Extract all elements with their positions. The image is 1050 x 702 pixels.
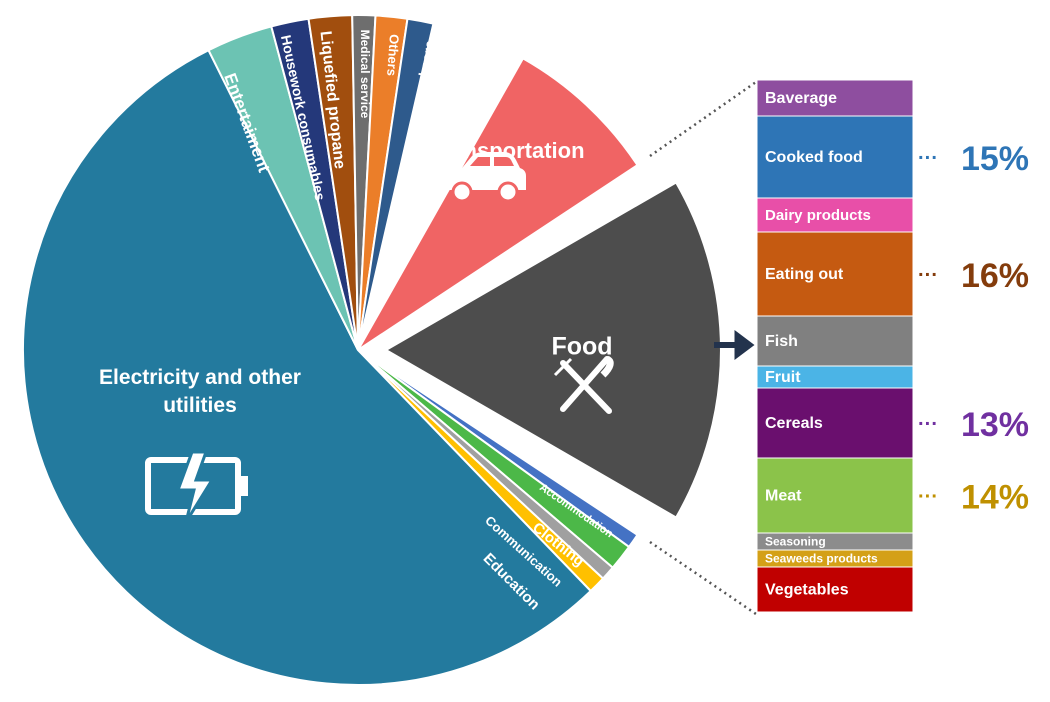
arrow-right-icon [714,330,755,360]
value-leader-meat: ··· [918,486,938,508]
value-label-cereals: 13% [961,406,1029,444]
bar-label-cooked-food: Cooked food [765,149,863,166]
value-leader-eating-out: ··· [918,264,938,286]
value-leader-cereals: ··· [918,413,938,435]
battery-charging-icon [145,450,248,523]
pie-slice-personal-care [357,17,435,351]
bar-segment-eating-out [756,231,914,317]
bar-label-seasoning: Seasoning [765,535,826,549]
bar-label-eating-out: Eating out [765,266,844,283]
pie-slice-electricity-and-other-utilities [22,48,593,686]
bar-label-cereals: Cereals [765,415,823,432]
value-label-meat: 14% [961,478,1029,516]
value-leader-cooked-food: ··· [918,147,938,169]
bar-segment-fish [756,315,914,367]
car-icon [444,152,526,203]
value-label-cooked-food: 15% [961,140,1029,178]
pie-chart: TansportationFoodAccommodationClothingCo… [22,14,722,686]
pie-label-electricity-and-other-utilities: Electricity and other utilities [99,366,301,417]
bar-label-dairy-products: Dairy products [765,207,871,224]
bar-label-fish: Fish [765,333,798,350]
pie-slice-tansportation [357,57,639,351]
bar-segment-cooked-food [756,115,914,199]
bar-segment-dairy-products [756,197,914,233]
bar-segment-vegetables [756,566,914,613]
bar-segment-meat [756,457,914,534]
bar-segment-cereals [756,387,914,459]
bar-label-baverage: Baverage [765,90,837,107]
pie-label-medical-service: Medical service [358,30,372,119]
bar-label-fruit: Fruit [765,369,801,386]
pie-icons [145,152,614,523]
fork-knife-icon [553,355,614,414]
bar-label-meat: Meat [765,488,802,505]
pie-label-food: Food [551,333,612,361]
pie-label-others: Others [384,34,402,77]
food-stacked-bar: Baverage Cooked food ··· 15% Dairy products E… [756,79,1029,613]
bar-label-seaweeds-products: Seaweeds products [765,552,878,566]
bar-label-vegetables: Vegetables [765,582,849,599]
value-label-eating-out: 16% [961,257,1029,295]
pie-slice-food [384,181,722,519]
